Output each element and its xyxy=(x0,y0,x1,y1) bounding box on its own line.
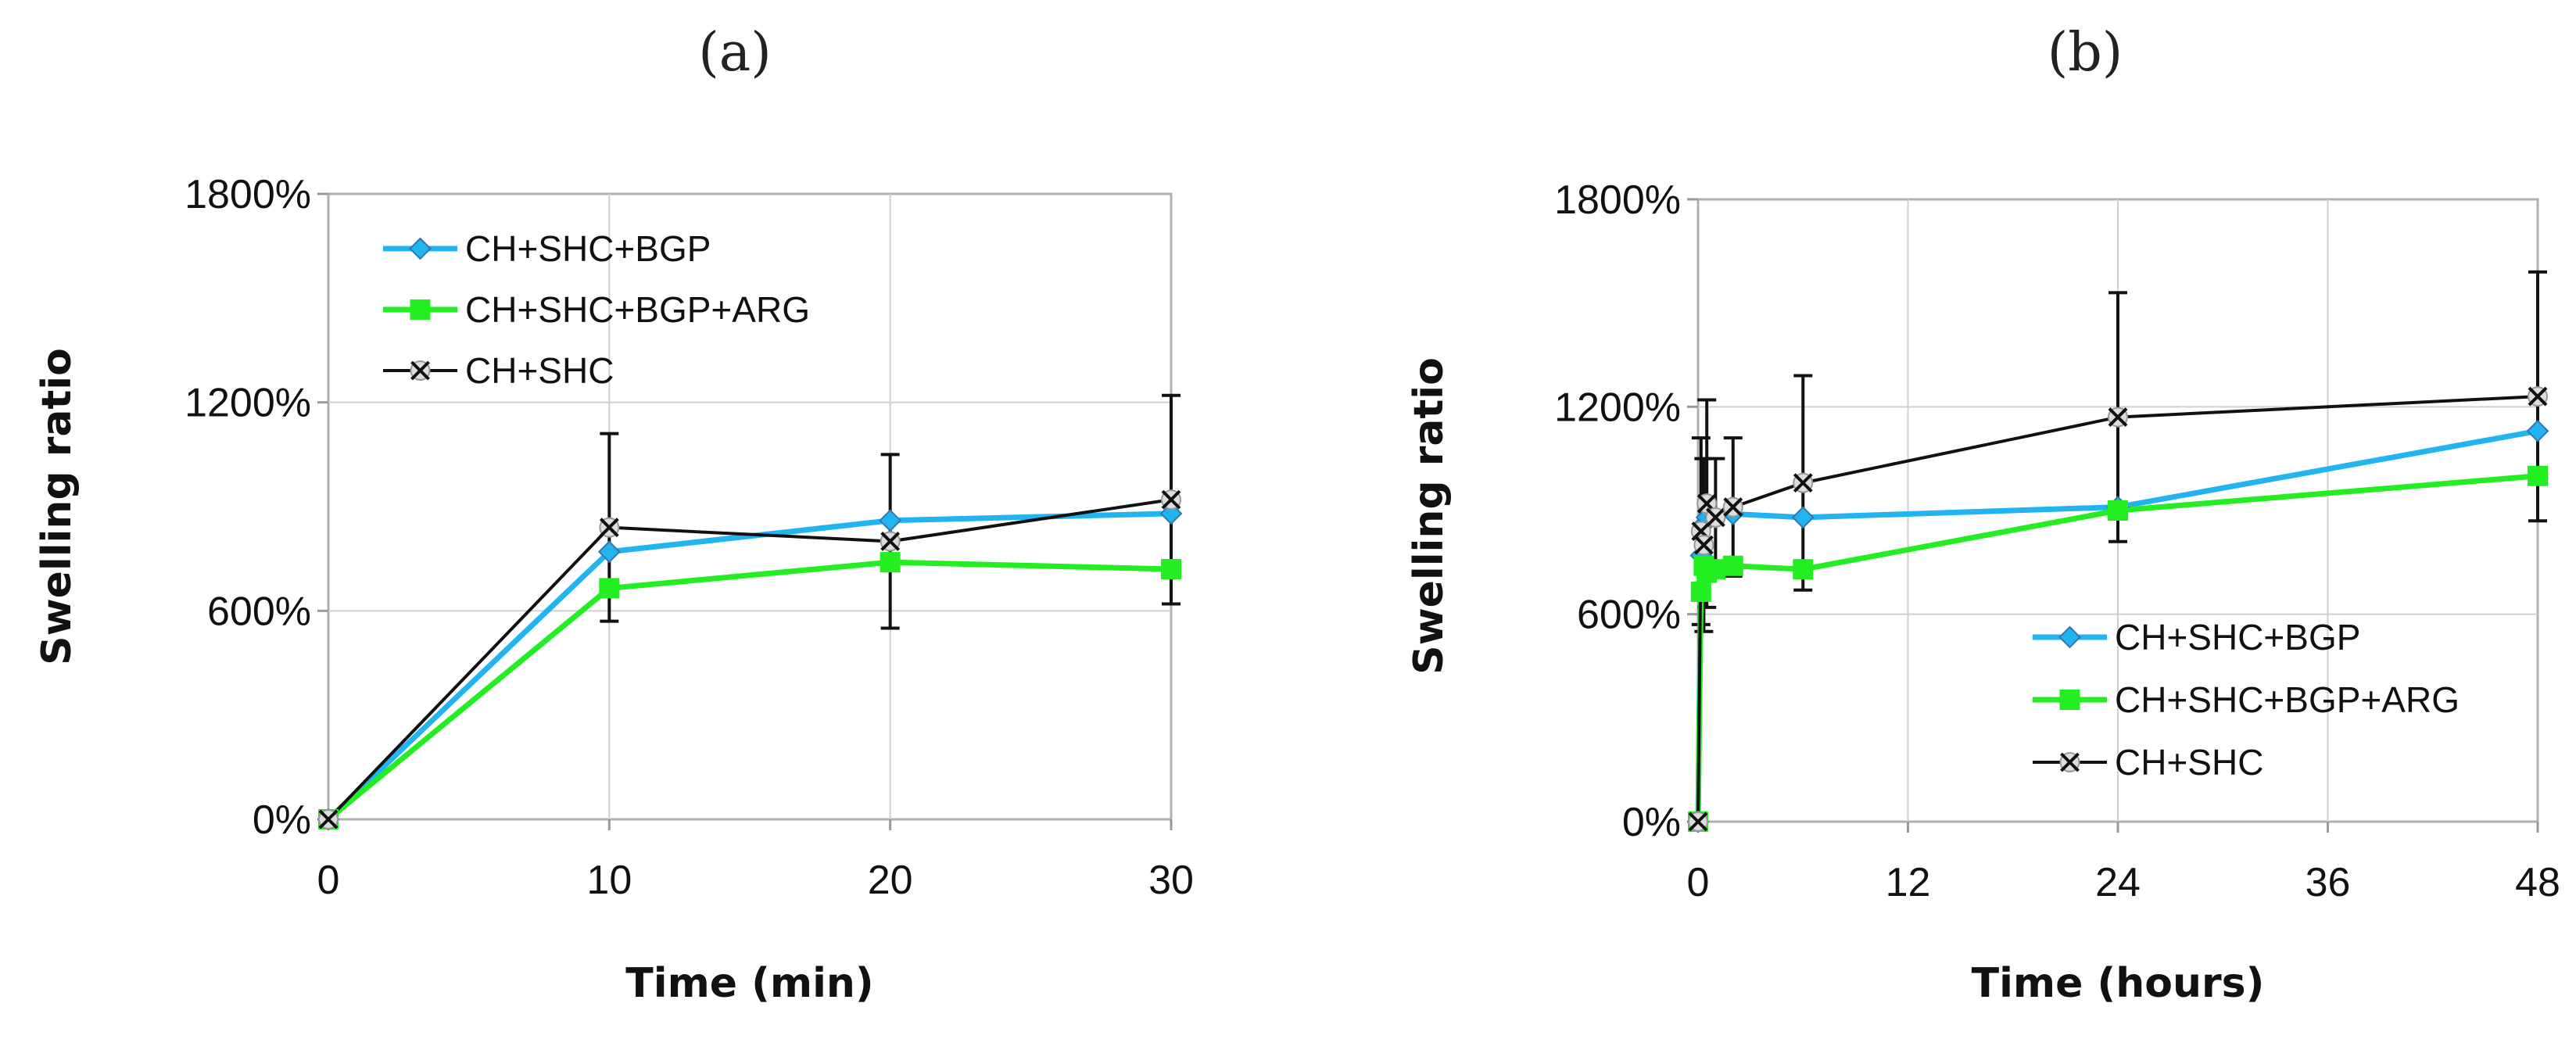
y-tick-label: 1200% xyxy=(1554,385,1681,430)
x-tick-label: 48 xyxy=(2515,860,2560,905)
x-tick-label: 24 xyxy=(2095,860,2141,905)
data-point xyxy=(2528,465,2548,486)
data-point xyxy=(880,552,901,573)
data-point xyxy=(1159,502,1183,525)
data-point xyxy=(1791,506,1815,529)
panel-b-y-axis-title: Swelling ratio xyxy=(1406,357,1453,675)
panel-a-gridlines xyxy=(328,194,1171,819)
panel-a-plot-area xyxy=(327,192,1173,821)
x-tick-label: 0 xyxy=(317,858,340,903)
panel-a-label: (a) xyxy=(698,22,772,84)
legend-marker xyxy=(2059,690,2080,710)
panel-a-legend: CH+SHC+BGP CH+SHC+BGP+ARG CH+SHC xyxy=(383,228,810,391)
panel-b-series xyxy=(1686,386,2549,833)
x-tick-label: 10 xyxy=(586,858,632,903)
data-point xyxy=(1688,811,1708,832)
legend-label: CH+SHC xyxy=(2115,742,2263,783)
panel-b-x-axis-title: Time (hours) xyxy=(1972,960,2265,1007)
legend-label: CH+SHC+BGP xyxy=(465,228,711,269)
y-tick-label: 0% xyxy=(1622,800,1681,845)
panel-a-series xyxy=(317,489,1183,831)
data-point xyxy=(599,517,620,538)
y-tick-label: 0% xyxy=(253,797,311,843)
data-point xyxy=(1722,496,1743,518)
x-tick-label: 0 xyxy=(1687,860,1710,905)
data-point xyxy=(1722,555,1743,576)
data-point xyxy=(2108,407,2128,428)
data-point xyxy=(2526,419,2549,442)
y-tick-label: 600% xyxy=(207,589,311,634)
data-point xyxy=(599,578,620,599)
legend-marker xyxy=(2059,752,2080,772)
legend-marker xyxy=(410,299,431,320)
data-point xyxy=(1693,535,1714,556)
data-point xyxy=(1161,559,1181,579)
series-line xyxy=(326,559,1172,822)
legend-label: CH+SHC+BGP+ARG xyxy=(465,289,810,330)
data-point xyxy=(2528,386,2548,407)
data-point xyxy=(1690,581,1711,602)
x-tick-label: 36 xyxy=(2306,860,2351,905)
panel-a-y-axis-title: Swelling ratio xyxy=(34,348,81,665)
data-point xyxy=(1705,507,1726,528)
legend-label: CH+SHC+BGP xyxy=(2115,617,2360,657)
data-point xyxy=(2108,500,2128,521)
legend-marker xyxy=(410,360,431,381)
panel-a-x-ticks: 0 10 20 30 xyxy=(317,819,1194,903)
panel-a: (a) 0%600%1200%1800% 0 10 20 30 Time (min) … xyxy=(34,22,1194,1007)
panel-b-x-ticks: 0 12 24 36 48 xyxy=(1687,822,2560,905)
y-tick-label: 600% xyxy=(1577,593,1681,638)
data-point xyxy=(318,809,339,829)
x-tick-label: 30 xyxy=(1148,858,1194,903)
data-point xyxy=(597,540,621,564)
legend-marker xyxy=(2058,625,2081,649)
y-tick-label: 1800% xyxy=(1554,177,1681,223)
x-tick-label: 12 xyxy=(1886,860,1931,905)
series-line xyxy=(326,511,1172,822)
panel-a-y-ticks: 0% 600% 1200% 1800% xyxy=(185,172,328,843)
data-point xyxy=(1793,559,1814,580)
panel-b: (b) 0% 600% 1200% 1800% 0 12 24 36 48 Time (hou… xyxy=(1406,22,2560,1007)
panel-b-label: (b) xyxy=(2048,22,2123,84)
data-point xyxy=(880,531,901,552)
y-tick-label: 1800% xyxy=(185,172,311,217)
x-tick-label: 20 xyxy=(868,858,913,903)
data-point xyxy=(879,509,902,532)
data-point xyxy=(1705,559,1726,580)
data-point xyxy=(1161,489,1181,511)
series-line xyxy=(327,498,1172,821)
data-point xyxy=(1793,472,1814,493)
panel-b-legend: CH+SHC+BGP CH+SHC+BGP+ARG CH+SHC xyxy=(2033,617,2460,783)
y-tick-label: 1200% xyxy=(185,381,311,426)
legend-label: CH+SHC+BGP+ARG xyxy=(2115,679,2460,720)
legend-marker xyxy=(409,237,432,260)
legend-label: CH+SHC xyxy=(465,350,614,391)
panel-a-x-axis-title: Time (min) xyxy=(625,960,873,1007)
panel-b-y-ticks: 0% 600% 1200% 1800% xyxy=(1554,177,1698,845)
